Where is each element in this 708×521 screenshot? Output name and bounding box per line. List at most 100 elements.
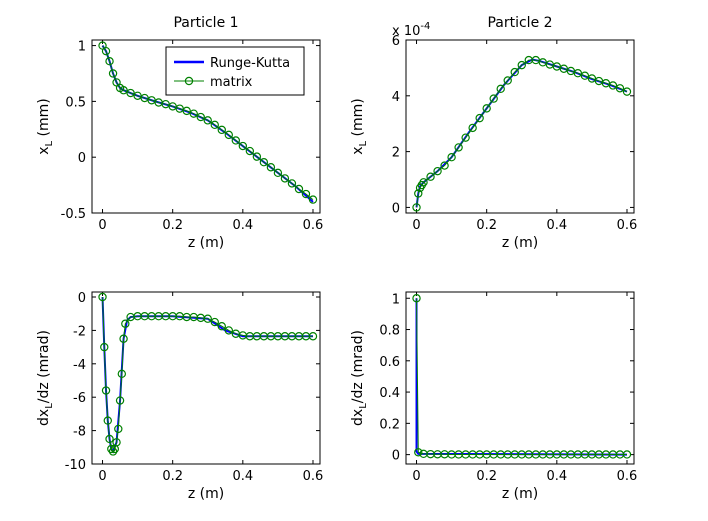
data-point	[454, 143, 463, 152]
y-exponent-label: x 10-4	[392, 21, 430, 39]
data-point	[308, 195, 318, 204]
data-point	[105, 57, 114, 66]
x-tick-label: 0.2	[162, 218, 183, 233]
y-axis-label-main: dx	[350, 409, 366, 426]
y-axis-label-subscript: L	[358, 140, 369, 146]
data-point	[414, 189, 423, 198]
data-point	[475, 113, 484, 123]
data-point	[105, 434, 114, 444]
y-axis-label: dxL/dz (mrad)	[36, 330, 55, 426]
data-point	[280, 174, 290, 183]
y-tick-label: -2	[73, 324, 86, 339]
data-point	[615, 84, 625, 93]
x-tick-label: 0	[412, 469, 420, 484]
data-point	[440, 161, 449, 170]
y-axis-label-subscript: L	[44, 403, 55, 409]
y-tick-label: 0	[78, 151, 86, 166]
y-tick-label: 1	[392, 292, 400, 307]
x-axis-label: z (m)	[188, 235, 224, 251]
y-axis-label-units: (mm)	[350, 98, 366, 141]
x-tick-label: 0.4	[232, 469, 253, 484]
legend-label-matrix: matrix	[210, 75, 253, 90]
y-tick-label: 0	[392, 201, 400, 216]
y-tick-label: 0.8	[379, 324, 400, 339]
data-point	[587, 74, 597, 83]
y-tick-label: 6	[392, 34, 400, 49]
data-point	[414, 448, 423, 457]
data-point	[496, 84, 505, 94]
data-point	[210, 317, 219, 327]
data-point	[115, 396, 125, 405]
legend-label-runge-kutta: Runge-Kutta	[210, 56, 290, 71]
subplot-1: 0 0.2 0.4 0.6 -0.5 0 0.5 1 Particle 1 z (m) xL (mm…	[36, 15, 323, 251]
y-axis-label-main: x	[350, 146, 366, 154]
y-exponent-base: x 10	[392, 24, 420, 39]
data-point	[126, 88, 135, 98]
y-axis-label-subscript: L	[358, 403, 369, 409]
x-tick-label: 0.2	[162, 469, 183, 484]
data-point	[238, 141, 248, 151]
axes-box	[405, 291, 635, 465]
series-line-matrix	[102, 296, 313, 453]
data-point	[224, 130, 233, 140]
y-axis-label-main: dx	[36, 409, 52, 426]
subplot-title: Particle 2	[487, 15, 552, 31]
y-axis-label-subscript: L	[44, 140, 55, 146]
legend: Runge-Kutta matrix	[165, 46, 305, 96]
y-axis-label-units: /dz (mrad)	[350, 330, 366, 403]
x-tick-label: 0	[98, 469, 106, 484]
series-markers-matrix	[98, 41, 318, 204]
data-point	[203, 116, 212, 125]
data-point	[580, 71, 590, 80]
series-markers-matrix	[98, 292, 318, 456]
x-tick-label: 0.4	[546, 218, 567, 233]
x-axis-label: z (m)	[188, 486, 224, 502]
data-point	[117, 369, 127, 379]
x-tick-label: 0.4	[546, 469, 567, 484]
x-tick-label: 0.6	[303, 469, 324, 484]
x-tick-label: 0.2	[476, 218, 497, 233]
data-point	[468, 123, 477, 133]
data-point	[231, 136, 241, 145]
series-markers-matrix	[412, 294, 632, 459]
data-point	[426, 172, 435, 181]
y-axis-label-units: (mm)	[36, 98, 52, 141]
y-tick-label: -10	[65, 458, 86, 473]
y-tick-label: -0.5	[61, 207, 86, 222]
x-tick-label: 0.2	[476, 469, 497, 484]
data-point	[189, 109, 198, 118]
data-point	[103, 416, 112, 425]
y-tick-label: 0.6	[379, 355, 400, 370]
y-tick-label: 0	[392, 449, 400, 464]
data-point	[266, 163, 276, 172]
x-tick-label: 0.4	[232, 218, 253, 233]
data-point	[100, 342, 109, 352]
data-point	[107, 444, 116, 454]
data-point	[114, 424, 123, 434]
y-tick-label: -8	[73, 425, 86, 440]
data-point	[119, 334, 128, 343]
subplot-2: 0 0.2 0.4 0.6 0 2 4 6 Particle 2 z (m) xL (mm) x 10…	[350, 15, 637, 251]
data-point	[203, 314, 212, 323]
data-point	[217, 125, 226, 135]
data-point	[252, 152, 262, 161]
x-tick-label: 0	[98, 218, 106, 233]
data-point	[196, 112, 205, 122]
y-tick-label: 0.2	[379, 417, 400, 432]
y-tick-label: -4	[73, 358, 86, 373]
y-axis-label: dxL/dz (mrad)	[350, 330, 369, 426]
data-point	[608, 81, 618, 90]
x-tick-label: 0.6	[617, 469, 638, 484]
legend-box	[165, 46, 305, 96]
data-point	[259, 158, 269, 167]
data-point	[224, 326, 233, 335]
data-point	[308, 332, 318, 341]
subplot-4: 0 0.2 0.4 0.6 0 0.2 0.4 0.6 0.8 1 z (m) dxL/dz (mra…	[350, 291, 638, 502]
data-point	[119, 86, 128, 95]
data-point	[412, 294, 421, 303]
data-point	[447, 152, 456, 162]
x-axis-label: z (m)	[502, 486, 538, 502]
data-point	[101, 386, 111, 395]
y-tick-label: 0.5	[65, 95, 86, 110]
